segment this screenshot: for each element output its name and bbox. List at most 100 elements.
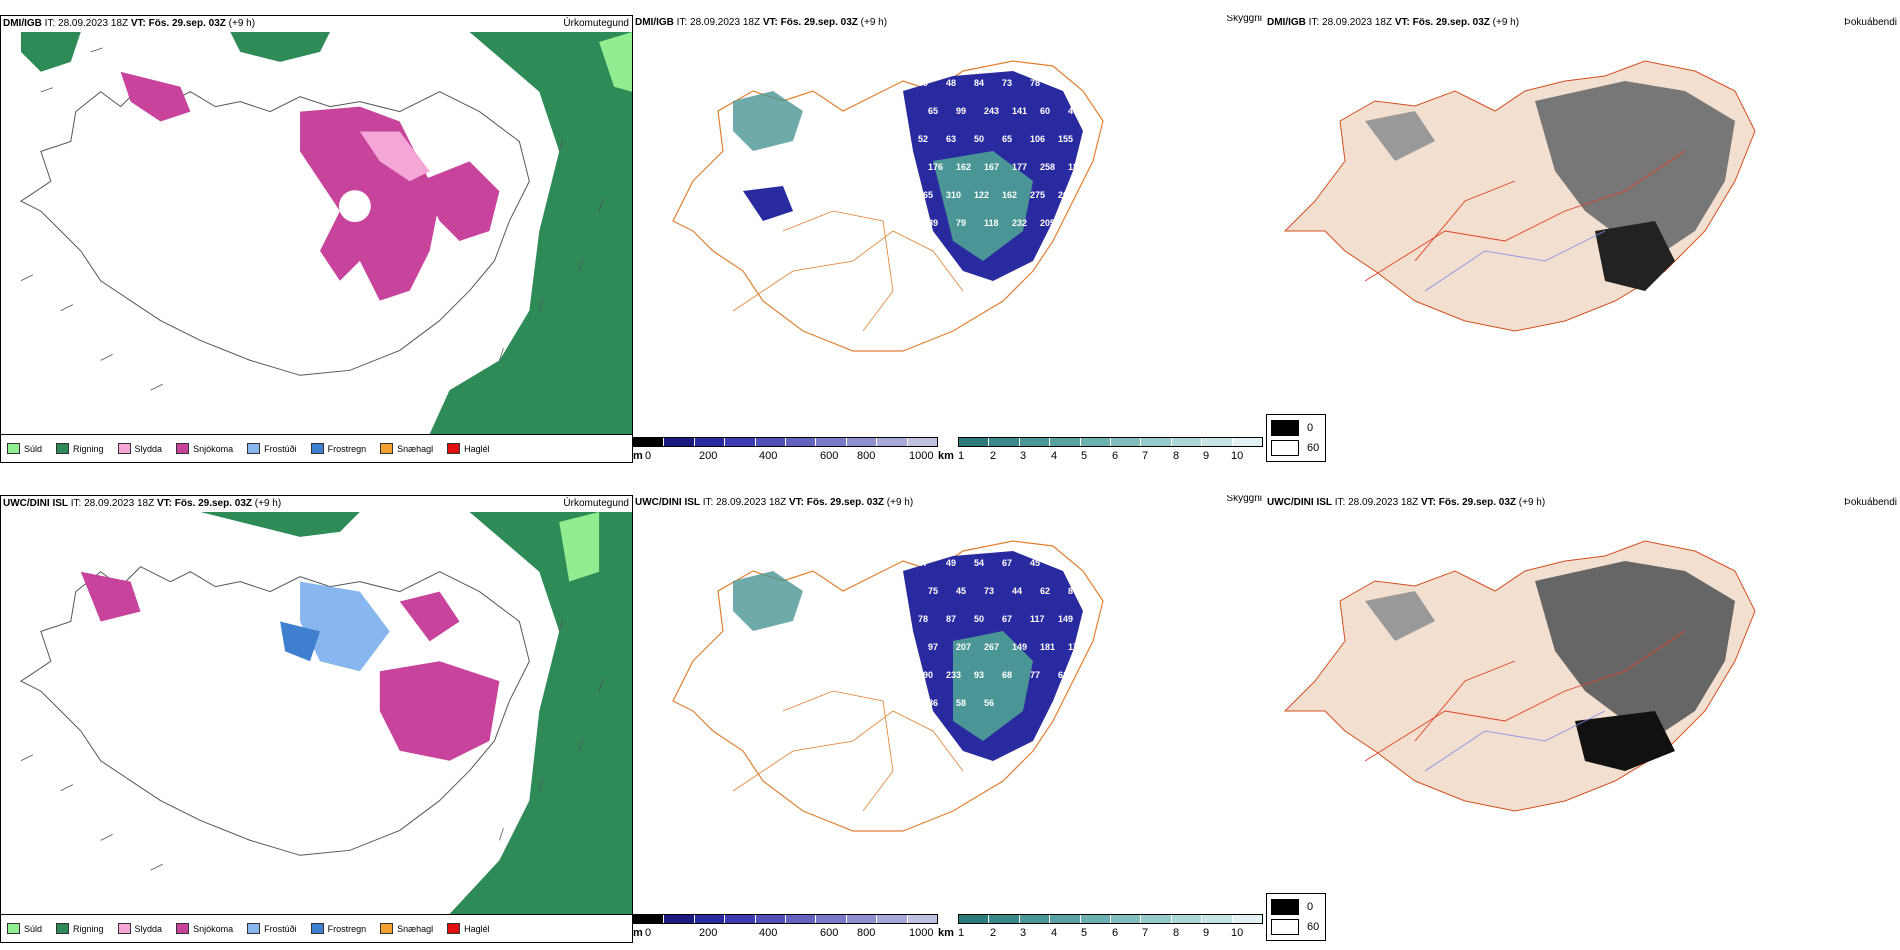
visibility-tick: 6 — [1112, 450, 1119, 462]
panel-header: DMI/IGB IT: 28.09.2023 18Z VT: Fös. 29.s… — [633, 15, 1265, 31]
visibility-tick: 1 — [958, 450, 965, 462]
valid-time: VT: Fös. 29.sep. 03Z — [788, 497, 884, 508]
field-label: Þokuábendi — [1844, 17, 1897, 28]
visibility-colorbar — [958, 437, 1263, 447]
legend-swatch — [56, 443, 70, 454]
visibility-value-label: 268 — [1058, 190, 1073, 200]
legend-swatch — [117, 443, 131, 454]
visibility-colorbar — [958, 914, 1263, 924]
legend-swatch — [176, 923, 190, 934]
visibility-value-label: 93 — [974, 670, 984, 680]
ceiling-tick: 800 — [857, 927, 876, 939]
fog-map — [1265, 511, 1900, 915]
visibility-tick: 1 — [958, 927, 965, 939]
init-time: IT: 28.09.2023 18Z — [68, 498, 157, 509]
fog-key-top: 0 60 — [1266, 414, 1326, 462]
ceiling-tick: 1000 — [909, 450, 934, 462]
visibility-value-label: 79 — [956, 218, 966, 228]
model-name: DMI/IGB — [1267, 17, 1306, 28]
colorbar-step — [877, 915, 908, 923]
field-label: Skyggni — [1226, 495, 1262, 504]
fog-key-bottom: 0 60 — [1266, 893, 1326, 941]
visibility-value-label: 48 — [946, 78, 956, 88]
colorbar-step — [664, 915, 695, 923]
valid-time: VT: Fös. 29.sep. 03Z — [1420, 497, 1516, 508]
visibility-value-label: 162 — [1002, 190, 1017, 200]
visibility-value-label: 155 — [1058, 134, 1073, 144]
visibility-value-label: 310 — [946, 190, 961, 200]
legend-swatch — [310, 923, 324, 934]
visibility-value-label: 205 — [1040, 218, 1055, 228]
visibility-value-label: 45 — [1030, 558, 1040, 568]
lead-time: (+9 h) — [225, 18, 256, 29]
visibility-value-label: 65 — [928, 106, 938, 116]
visibility-value-label: 54 — [974, 558, 984, 568]
colorbar-step — [1019, 915, 1051, 923]
visibility-value-label: 63 — [946, 134, 956, 144]
visibility-value-label: 181 — [1040, 642, 1055, 652]
ceiling-tick: 200 — [699, 927, 718, 939]
legend-item: Haglél — [447, 443, 490, 454]
colorbar-step — [1111, 438, 1142, 446]
legend-label: Súld — [24, 923, 43, 934]
init-time: IT: 28.09.2023 18Z — [1305, 17, 1395, 28]
fog-key-label: 0 — [1307, 901, 1314, 913]
visibility-value-label: 149 — [1012, 642, 1027, 652]
visibility-value-label: 162 — [956, 162, 971, 172]
visibility-value-label: 60 — [1040, 106, 1050, 116]
visibility-value-label: 73 — [1002, 78, 1012, 88]
visibility-tick: 7 — [1142, 927, 1149, 939]
legend-swatch — [176, 443, 190, 454]
colorbar-step — [694, 438, 726, 446]
legend-label: Frostregn — [327, 923, 367, 934]
legend-label: Súld — [24, 443, 43, 454]
colorbar-step — [755, 915, 787, 923]
lead-time: (+9 h) — [857, 17, 888, 28]
ceiling-tick: 600 — [820, 450, 839, 462]
ceiling-tick: 400 — [759, 927, 778, 939]
visibility-value-label: 87 — [946, 614, 956, 624]
lead-time: (+9 h) — [884, 497, 914, 508]
panel-header: DMI/IGB IT: 28.09.2023 18Z VT: Fös. 29.s… — [1265, 15, 1900, 31]
ceiling-tick: 400 — [759, 450, 778, 462]
visibility-tick: 4 — [1051, 927, 1058, 939]
field-label: Úrkomutegund — [563, 18, 629, 29]
visibility-tick: 5 — [1081, 927, 1088, 939]
ceiling-tick: 800 — [857, 450, 876, 462]
visibility-value-label: 180 — [1068, 162, 1083, 172]
precip-type-legend: Súld Rigning Slydda Snjókoma Frostúði Fr… — [1, 914, 632, 942]
colorbar-step — [959, 915, 990, 923]
visibility-value-label: 167 — [984, 162, 999, 172]
visibility-value-label: 258 — [1040, 162, 1055, 172]
ceiling-colorbar — [633, 914, 938, 924]
legend-item: Snæhagl — [380, 443, 433, 454]
visibility-value-label: 65 — [1002, 134, 1012, 144]
visibility-number-labels: 49 48 84 73 78 95 65 99 243 141 60 49 52 63 50 65 106 155… — [918, 78, 1083, 228]
model-name: DMI/IGB — [635, 17, 674, 28]
ceiling-colorbar-top: m 0 200 400 600 800 1000 — [633, 437, 938, 473]
colorbar-step — [725, 915, 756, 923]
legend-label: Frostregn — [327, 443, 367, 454]
legend-swatch — [380, 923, 394, 934]
legend-label: Rigning — [73, 443, 104, 454]
colorbar-step — [1019, 438, 1051, 446]
ceiling-tick: 0 — [645, 450, 652, 462]
colorbar-step — [694, 915, 726, 923]
panel-fog-bottom: UWC/DINI ISL IT: 28.09.2023 18Z VT: Fös.… — [1265, 495, 1900, 915]
colorbar-step — [1171, 438, 1203, 446]
visibility-value-label: 95 — [1058, 78, 1068, 88]
legend-swatch — [247, 443, 261, 454]
colorbar-step — [1050, 438, 1081, 446]
visibility-tick: 2 — [990, 450, 997, 462]
precip-map — [1, 32, 632, 434]
visibility-value-label: 106 — [1030, 134, 1045, 144]
colorbar-step — [634, 438, 665, 446]
init-time: IT: 28.09.2023 18Z — [1332, 497, 1421, 508]
fog-key-label: 60 — [1307, 921, 1320, 933]
legend-swatch — [447, 923, 461, 934]
legend-swatch — [117, 923, 131, 934]
colorbar-step — [1080, 438, 1112, 446]
visibility-value-label: 52 — [918, 134, 928, 144]
legend-item: Rigning — [56, 443, 104, 454]
panel-visibility-top: DMI/IGB IT: 28.09.2023 18Z VT: Fös. 29.s… — [633, 15, 1265, 435]
